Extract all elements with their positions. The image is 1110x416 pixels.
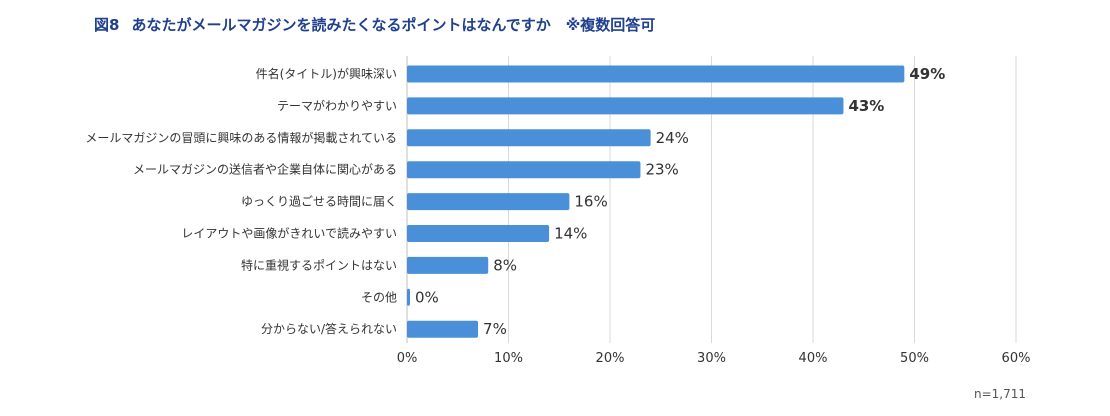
sample-size-note: n=1,711 (974, 387, 1027, 401)
x-tick-label: 40% (799, 351, 828, 366)
x-tick-label: 0% (397, 351, 418, 366)
bar (407, 129, 651, 147)
x-tick-label: 50% (900, 351, 929, 366)
value-label: 49% (909, 65, 945, 83)
x-tick-label: 30% (697, 351, 726, 366)
category-label: テーマがわかりやすい (277, 98, 397, 113)
value-label: 43% (848, 97, 884, 115)
x-tick-label: 10% (494, 351, 523, 366)
value-label: 0% (415, 288, 439, 306)
figure-title-text: あなたがメールマガジンを読みたくなるポイントはなんですか ※複数回答可 (131, 16, 656, 34)
x-tick-label: 60% (1002, 351, 1031, 366)
value-label: 8% (493, 256, 517, 274)
category-label: 特に重視するポイントはない (241, 257, 397, 272)
category-label: レイアウトや画像がきれいで読みやすい (181, 226, 397, 241)
value-label: 14% (554, 225, 587, 243)
bar (407, 161, 641, 179)
bar (407, 65, 905, 83)
chart-title: 図8 あなたがメールマガジンを読みたくなるポイントはなんですか ※複数回答可 (94, 14, 655, 35)
x-tick-label: 20% (596, 351, 625, 366)
value-label: 24% (656, 129, 689, 147)
bar (407, 288, 410, 306)
category-label: 件名(タイトル)が興味深い (256, 66, 397, 81)
category-label: その他 (361, 290, 397, 304)
bar (407, 225, 550, 242)
value-label: 7% (483, 320, 507, 338)
category-label: ゆっくり過ごせる時間に届く (241, 194, 397, 209)
value-label: 16% (574, 193, 607, 211)
bar (407, 193, 570, 211)
category-label: 分からない/答えられない (261, 321, 397, 336)
figure-number: 図8 (94, 16, 120, 34)
category-label: メールマガジンの送信者や企業自体に関心がある (133, 162, 397, 177)
category-label: メールマガジンの冒頭に興味のある情報が掲載されている (85, 130, 397, 145)
bar (407, 97, 844, 115)
bar (407, 256, 489, 274)
value-label: 23% (645, 161, 678, 179)
bar (407, 320, 479, 338)
